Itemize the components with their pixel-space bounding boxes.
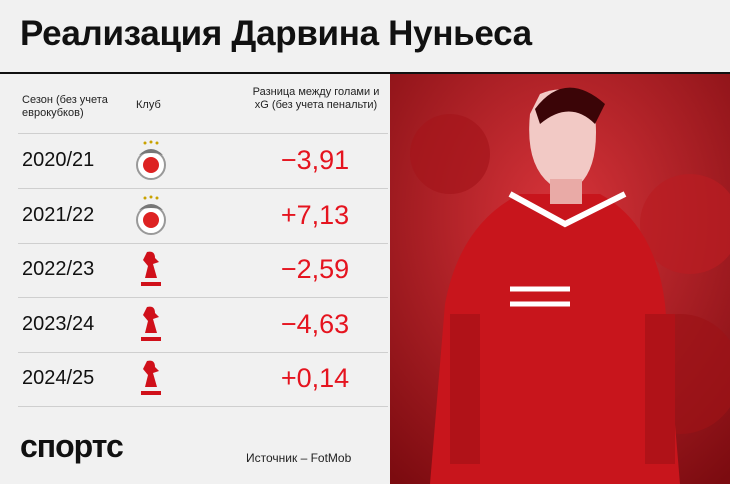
xg-difference: −3,91 — [280, 145, 350, 175]
liverpool-logo — [141, 306, 161, 341]
season: 2023/24 — [22, 312, 95, 335]
xg-difference: +7,13 — [280, 199, 350, 230]
row-separator — [18, 188, 388, 189]
season: 2020/21 — [22, 149, 95, 171]
row-separator — [18, 406, 388, 407]
column-header: Сезон (без учета еврокубков) — [22, 94, 108, 119]
benfica-logo — [136, 140, 166, 180]
title-rule — [0, 72, 730, 74]
column-header: Клуб — [136, 99, 161, 111]
player-photo — [390, 74, 730, 484]
title: Реализация Дарвина Нуньеса — [20, 14, 532, 53]
brand-logo: спортс — [20, 428, 124, 464]
benfica-logo — [136, 195, 166, 235]
row-separator — [18, 351, 388, 353]
xg-difference: −4,63 — [280, 308, 350, 339]
row-separator — [18, 133, 388, 134]
row-separator — [18, 297, 388, 298]
season: 2022/23 — [22, 258, 95, 280]
liverpool-logo — [141, 251, 161, 286]
column-header: Разница между голами и xG (без учета пен… — [252, 86, 380, 111]
xg-difference: −2,59 — [280, 254, 350, 284]
row-separator — [18, 242, 388, 244]
xg-difference: +0,14 — [280, 363, 350, 393]
liverpool-logo — [141, 360, 161, 395]
source-note: Источник – FotMob — [246, 451, 352, 465]
season: 2021/22 — [22, 203, 95, 226]
season: 2024/25 — [22, 367, 95, 389]
